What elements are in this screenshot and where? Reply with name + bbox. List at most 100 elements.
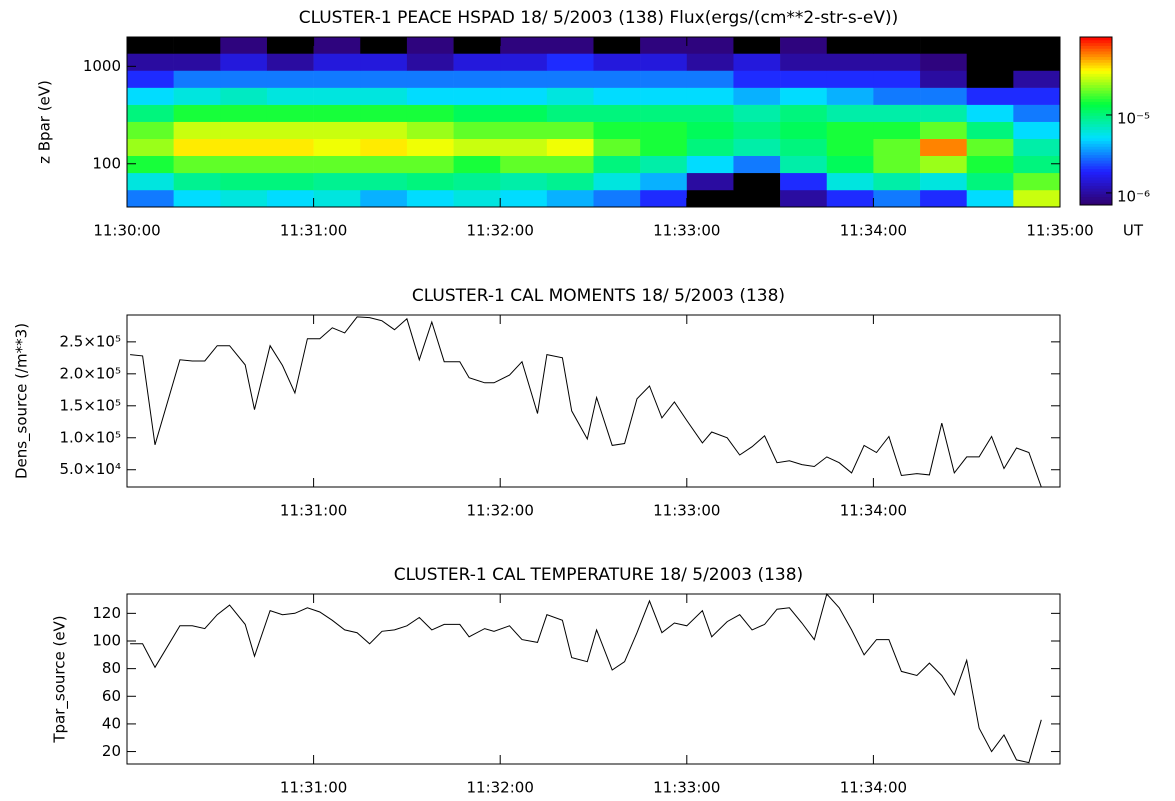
colorbar-stripe	[1080, 179, 1112, 184]
heatmap-cell	[127, 138, 174, 156]
heatmap-cell	[313, 37, 361, 54]
heatmap-cell	[780, 37, 828, 54]
heatmap-cell	[127, 155, 174, 174]
heatmap-cell	[686, 87, 734, 105]
heatmap-cell	[826, 87, 874, 105]
heatmap-cell	[780, 172, 828, 191]
heatmap-cell	[500, 189, 548, 208]
heatmap-cell	[127, 87, 174, 105]
heatmap-cell	[127, 104, 174, 122]
heatmap-cell	[360, 87, 408, 105]
heatmap-cell	[780, 189, 828, 208]
heatmap-cell	[640, 138, 688, 156]
y-tick-label: 5.0×10⁴	[59, 460, 121, 478]
heatmap-cell	[873, 155, 921, 174]
heatmap-cell	[500, 70, 548, 88]
heatmap-cell	[266, 138, 314, 156]
heatmap-cell	[966, 37, 1014, 54]
chart-title: CLUSTER-1 PEACE HSPAD 18/ 5/2003 (138) F…	[299, 8, 899, 28]
colorbar-stripe	[1080, 109, 1112, 114]
heatmap-cell	[733, 70, 781, 88]
heatmap-cell	[406, 121, 454, 139]
heatmap-cell	[686, 138, 734, 156]
heatmap-cell	[360, 70, 408, 88]
colorbar-stripe	[1080, 196, 1112, 200]
heatmap-cell	[500, 87, 548, 105]
heatmap-cell	[873, 87, 921, 105]
heatmap-cell	[686, 155, 734, 174]
colorbar-stripe	[1080, 51, 1112, 55]
heatmap-cell	[313, 138, 361, 156]
heatmap-cell	[873, 104, 921, 122]
heatmap-cell	[826, 189, 874, 208]
colorbar-stripe	[1080, 62, 1112, 66]
colorbar-frame	[1079, 36, 1113, 206]
heatmap-cell	[546, 172, 594, 191]
colorbar-stripe	[1080, 177, 1112, 181]
colorbar-stripe	[1080, 76, 1112, 80]
colorbar-stripe	[1080, 151, 1112, 156]
heatmap-cell	[500, 121, 548, 139]
plot-frame	[126, 314, 1061, 488]
x-tick-label: 11:31:00	[280, 222, 347, 240]
colorbar-stripe	[1080, 132, 1112, 136]
colorbar-stripe	[1080, 168, 1112, 172]
heatmap-cell	[173, 70, 221, 88]
heatmap-cell	[920, 70, 967, 88]
colorbar-stripe	[1080, 191, 1112, 195]
colorbar-stripe	[1080, 135, 1112, 139]
heatmap-cell	[640, 37, 688, 54]
heatmap-cell	[780, 155, 828, 174]
colorbar-stripe	[1080, 163, 1112, 167]
colorbar-stripe	[1080, 81, 1112, 86]
heatmap-cell	[406, 138, 454, 156]
colorbar-stripe	[1080, 115, 1112, 119]
plot-frame	[126, 593, 1061, 765]
heatmap-cell	[173, 138, 221, 156]
heatmap-cell	[360, 172, 408, 191]
heatmap-cell	[966, 172, 1014, 191]
heatmap-cell	[826, 172, 874, 191]
heatmap-cell	[313, 104, 361, 122]
heatmap-cell	[966, 155, 1014, 174]
heatmap-cell	[640, 104, 688, 122]
heatmap-cell	[220, 53, 268, 71]
heatmap-cell	[1013, 121, 1061, 139]
heatmap-cell	[360, 104, 408, 122]
heatmap-cell	[966, 121, 1014, 139]
heatmap-cell	[826, 104, 874, 122]
heatmap-cell	[127, 172, 174, 191]
heatmap-cell	[360, 138, 408, 156]
colorbar-stripe	[1080, 129, 1112, 133]
colorbar-stripe	[1080, 37, 1112, 41]
heatmap-cell	[780, 70, 828, 88]
x-tick-label: 11:31:00	[280, 502, 347, 520]
heatmap-cell	[266, 53, 314, 71]
heatmap-cell	[500, 138, 548, 156]
x-tick-label: 11:30:00	[93, 222, 160, 240]
heatmap-cell	[920, 37, 967, 54]
heatmap-cell	[266, 87, 314, 105]
heatmap-cell	[406, 53, 454, 71]
heatmap-cell	[873, 172, 921, 191]
x-tick-label: 11:34:00	[840, 779, 907, 797]
heatmap-cell	[127, 189, 174, 208]
colorbar-stripe	[1080, 121, 1112, 125]
colorbar-stripe	[1080, 202, 1112, 206]
colorbar-stripe	[1080, 107, 1112, 111]
line-series	[130, 592, 1042, 764]
heatmap-cell	[313, 53, 361, 71]
heatmap-cell	[826, 121, 874, 139]
heatmap-cell	[546, 70, 594, 88]
heatmap-cell	[920, 53, 967, 71]
heatmap-cell	[593, 189, 641, 208]
heatmap-cell	[920, 172, 967, 191]
heatmap-cell	[313, 70, 361, 88]
heatmap-cell	[780, 121, 828, 139]
heatmap-cell	[127, 53, 174, 71]
colorbar-stripe	[1080, 42, 1112, 46]
x-tick-label: 11:33:00	[653, 502, 720, 520]
heatmap-cell	[826, 155, 874, 174]
heatmap-cell	[220, 37, 268, 54]
